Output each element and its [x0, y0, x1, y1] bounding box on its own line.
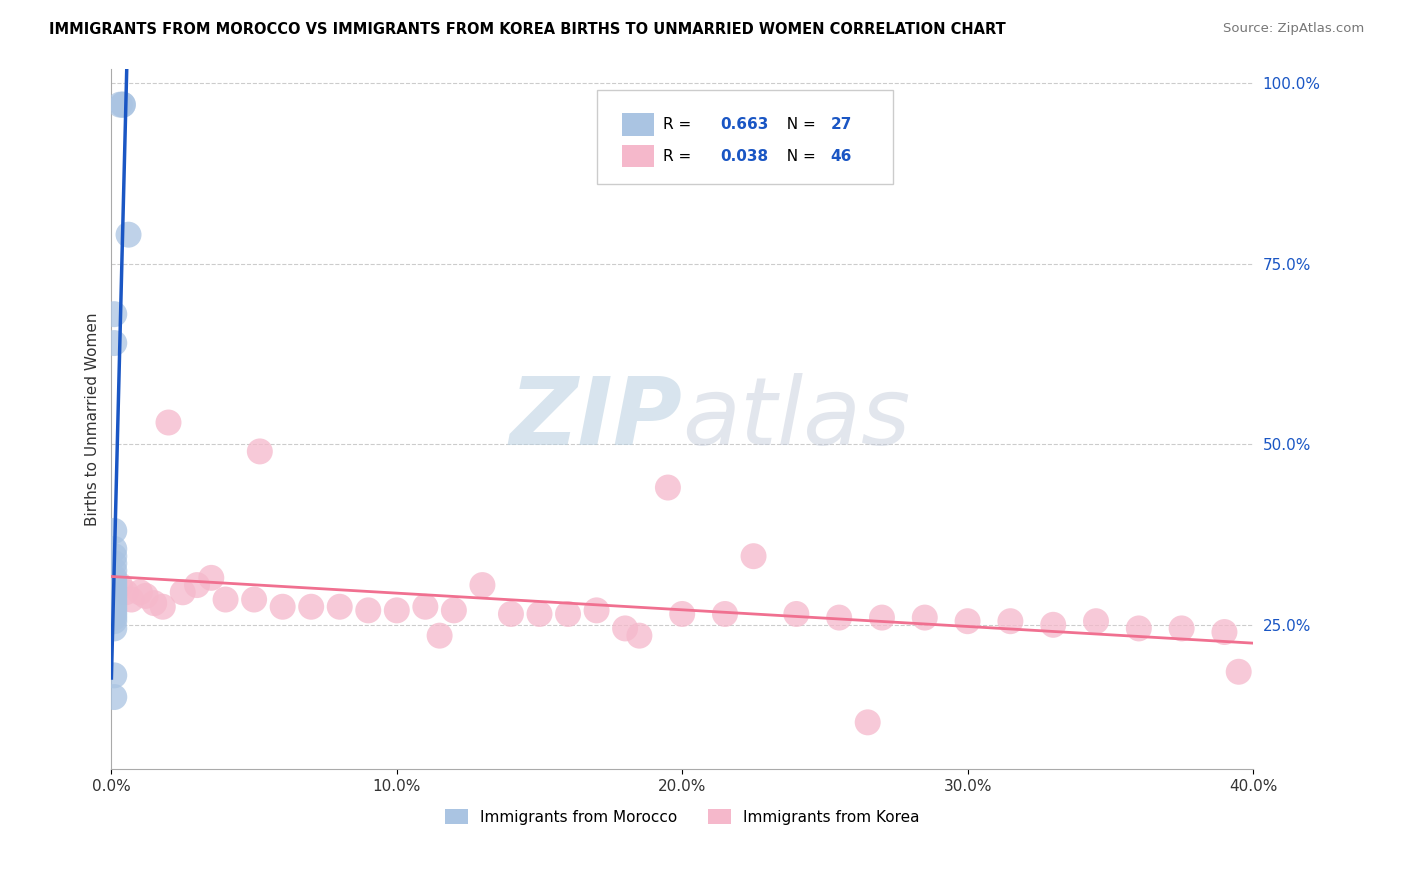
Point: [172, 585, 194, 599]
Point: [103, 574, 125, 589]
Point: [1227, 665, 1250, 679]
Point: [103, 622, 125, 636]
Point: [614, 622, 637, 636]
Y-axis label: Births to Unmarried Women: Births to Unmarried Women: [86, 312, 100, 525]
Point: [103, 578, 125, 592]
Point: [1170, 622, 1192, 636]
Point: [415, 599, 437, 614]
Text: atlas: atlas: [682, 374, 911, 465]
Text: ZIP: ZIP: [509, 373, 682, 465]
Text: IMMIGRANTS FROM MOROCCO VS IMMIGRANTS FROM KOREA BIRTHS TO UNMARRIED WOMEN CORRE: IMMIGRANTS FROM MOROCCO VS IMMIGRANTS FR…: [49, 22, 1005, 37]
Point: [914, 610, 936, 624]
Point: [956, 614, 979, 628]
Point: [103, 571, 125, 585]
Point: [103, 596, 125, 610]
Point: [1042, 617, 1064, 632]
Text: R =: R =: [662, 117, 696, 132]
Point: [103, 614, 125, 628]
Point: [117, 227, 139, 242]
Text: 27: 27: [831, 117, 852, 132]
Point: [243, 592, 266, 607]
Point: [299, 599, 322, 614]
Point: [529, 607, 551, 621]
Point: [114, 585, 136, 599]
Point: [785, 607, 807, 621]
Point: [585, 603, 607, 617]
Point: [657, 481, 679, 495]
Point: [111, 97, 134, 112]
Point: [108, 97, 131, 112]
Text: Source: ZipAtlas.com: Source: ZipAtlas.com: [1223, 22, 1364, 36]
Point: [1085, 614, 1108, 628]
Text: N =: N =: [778, 117, 821, 132]
Point: [742, 549, 765, 564]
Legend: Immigrants from Morocco, Immigrants from Korea: Immigrants from Morocco, Immigrants from…: [444, 809, 920, 825]
Point: [103, 549, 125, 564]
Point: [103, 307, 125, 321]
Text: 46: 46: [831, 149, 852, 163]
Point: [103, 599, 125, 614]
FancyBboxPatch shape: [596, 89, 893, 184]
Point: [103, 564, 125, 578]
Point: [108, 578, 131, 592]
Point: [357, 603, 380, 617]
Point: [103, 668, 125, 682]
Point: [135, 589, 157, 603]
Point: [103, 582, 125, 596]
Text: N =: N =: [778, 149, 821, 163]
Point: [103, 336, 125, 351]
Point: [870, 610, 893, 624]
Point: [828, 610, 851, 624]
Point: [103, 592, 125, 607]
Point: [200, 571, 222, 585]
Text: 0.038: 0.038: [720, 149, 768, 163]
Point: [214, 592, 236, 607]
Point: [103, 557, 125, 571]
Point: [714, 607, 737, 621]
FancyBboxPatch shape: [621, 145, 654, 168]
Point: [103, 610, 125, 624]
Point: [103, 690, 125, 704]
Point: [103, 541, 125, 556]
Point: [628, 629, 651, 643]
Point: [120, 592, 142, 607]
Text: 0.663: 0.663: [720, 117, 768, 132]
Point: [103, 585, 125, 599]
Point: [499, 607, 522, 621]
Point: [103, 524, 125, 538]
Point: [157, 416, 180, 430]
Point: [329, 599, 352, 614]
Point: [429, 629, 451, 643]
Point: [1128, 622, 1150, 636]
Text: R =: R =: [662, 149, 696, 163]
Point: [186, 578, 208, 592]
Point: [103, 589, 125, 603]
Point: [271, 599, 294, 614]
Point: [385, 603, 408, 617]
Point: [111, 97, 134, 112]
Point: [557, 607, 579, 621]
Point: [143, 596, 166, 610]
Point: [471, 578, 494, 592]
FancyBboxPatch shape: [621, 113, 654, 136]
Point: [152, 599, 174, 614]
Point: [443, 603, 465, 617]
Point: [129, 585, 152, 599]
Point: [1213, 625, 1236, 640]
Point: [856, 715, 879, 730]
Point: [249, 444, 271, 458]
Point: [103, 607, 125, 621]
Point: [1000, 614, 1022, 628]
Point: [103, 603, 125, 617]
Point: [671, 607, 693, 621]
